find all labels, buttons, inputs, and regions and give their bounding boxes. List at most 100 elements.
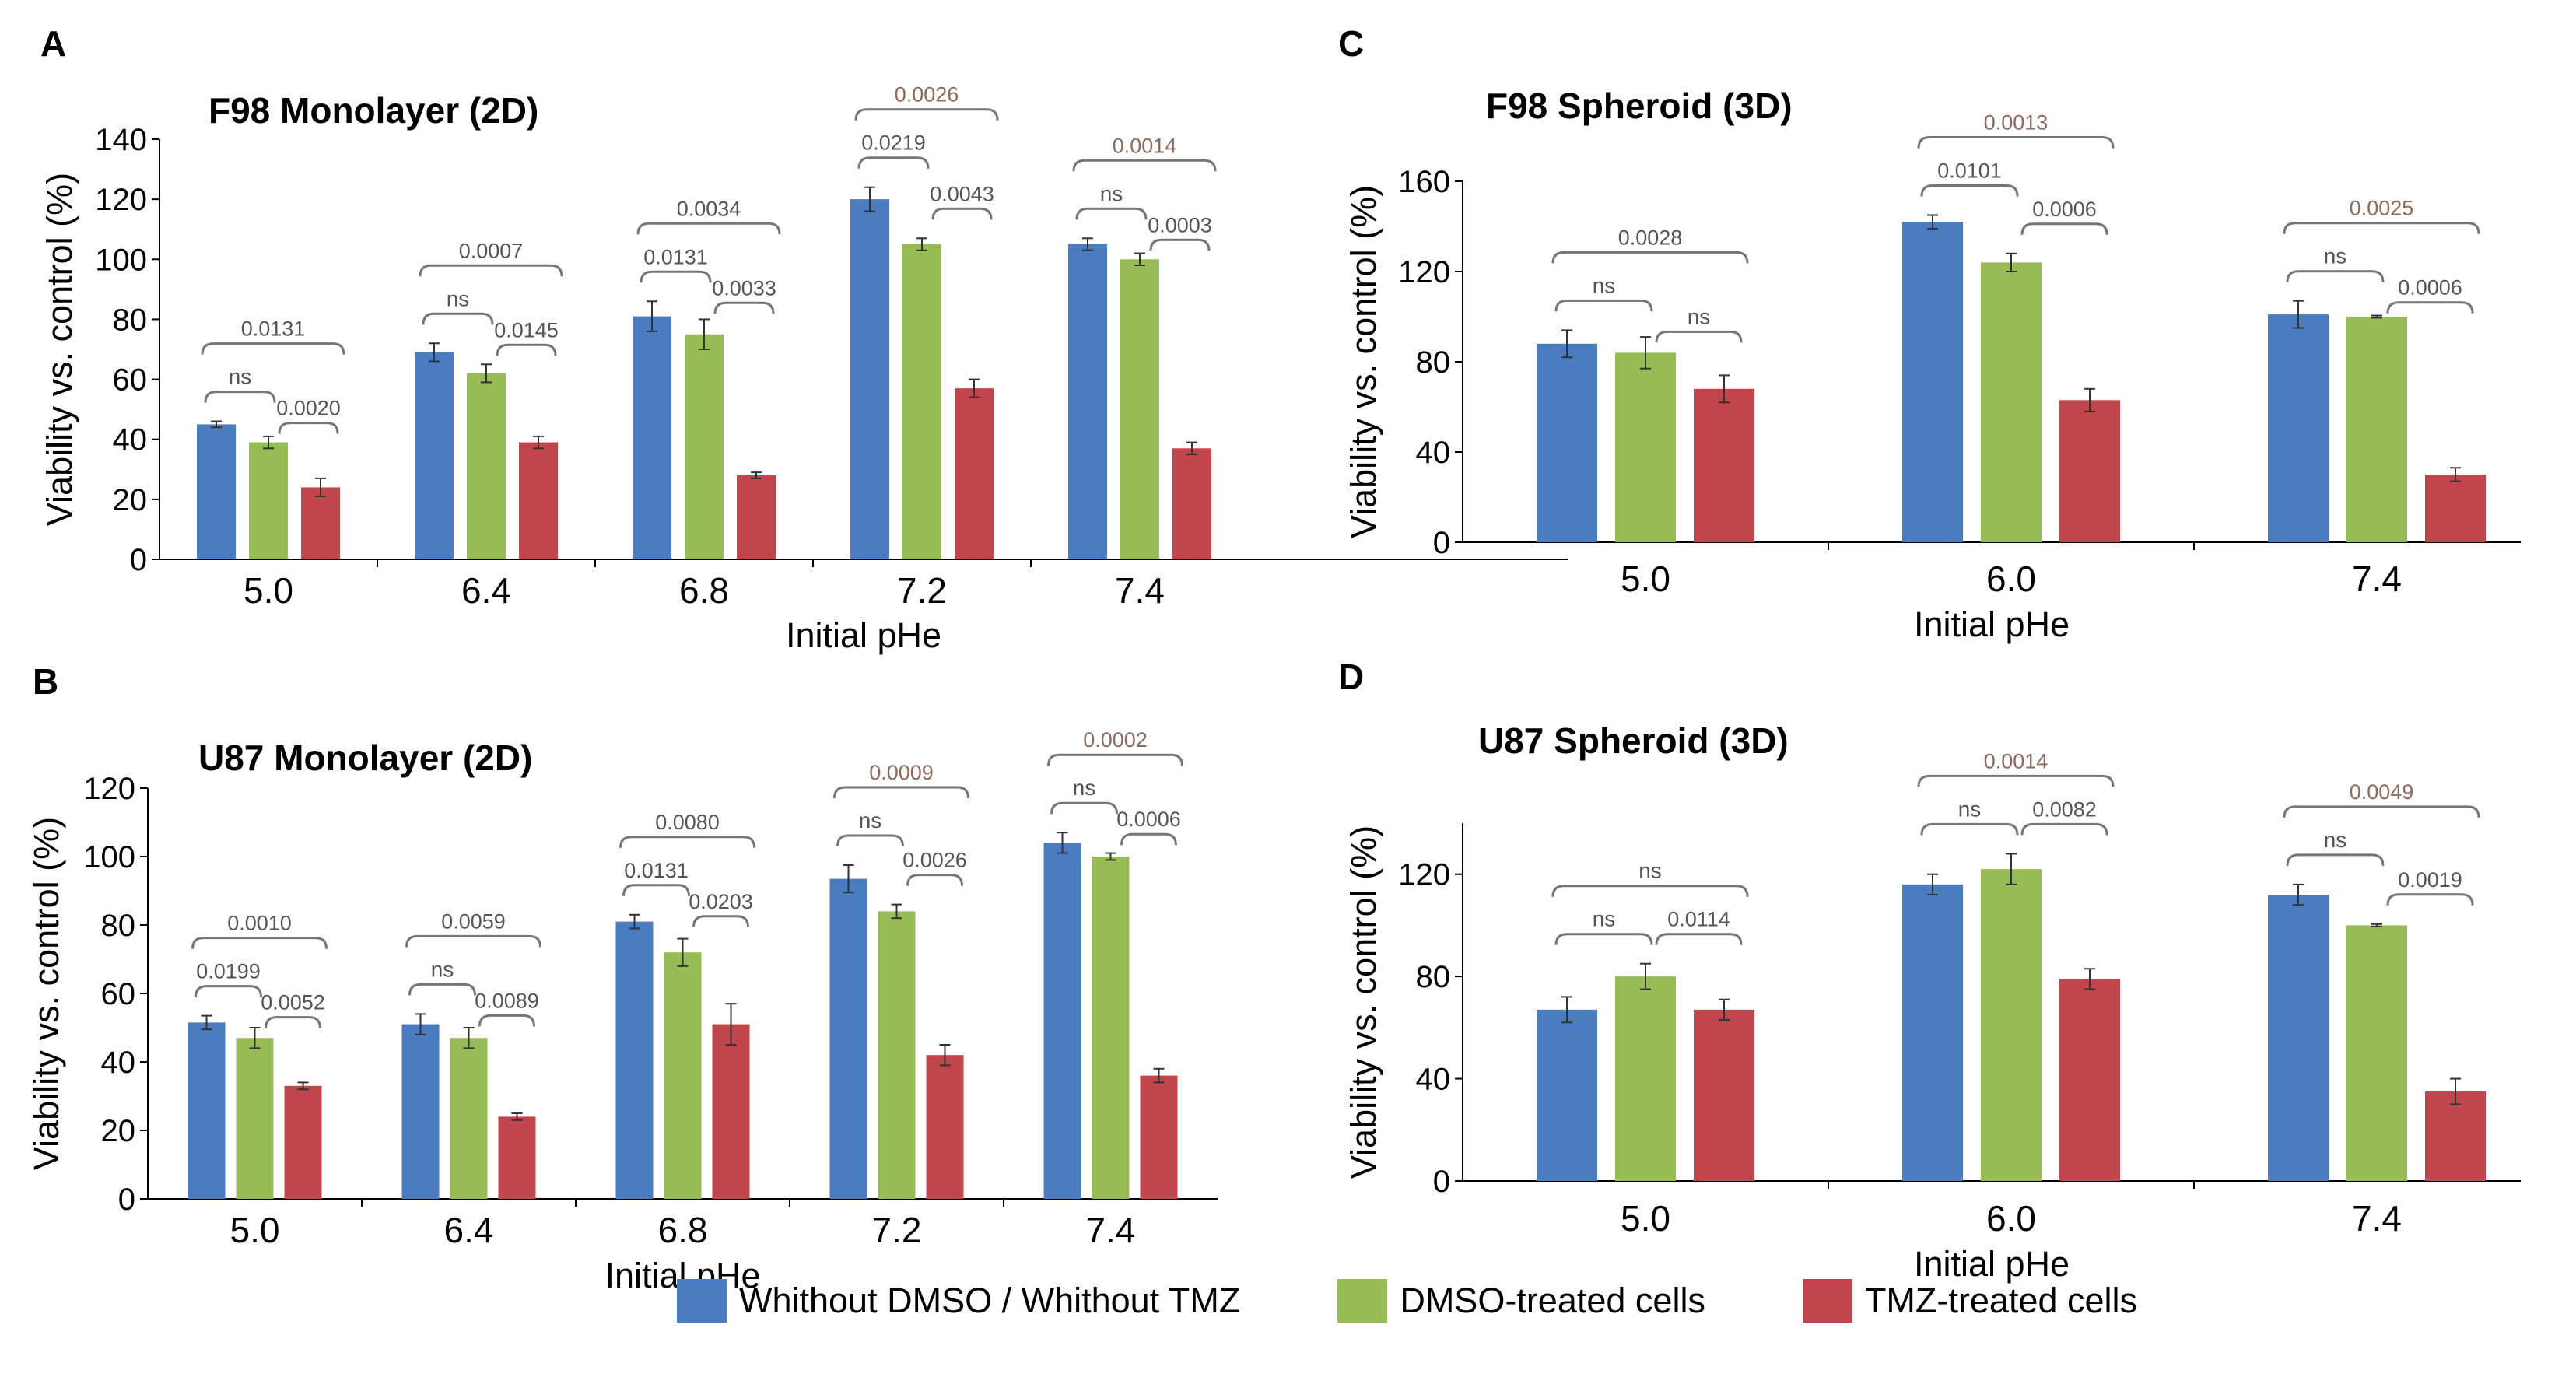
p-value-label: 0.0145 — [494, 318, 559, 342]
panel-a: A F98 Monolayer (2D) 0 20 40 60 80 100 120 140 Via… — [40, 23, 1568, 655]
bar — [301, 487, 340, 559]
p-value-label: ns — [2324, 244, 2347, 268]
p-value-label: 0.0033 — [712, 276, 776, 300]
significance-bracket — [405, 934, 541, 948]
bar — [1537, 343, 1597, 542]
p-value-label: 0.0026 — [895, 83, 959, 107]
x-axis-label: Initial pHe — [786, 615, 941, 655]
bar — [850, 199, 889, 559]
significance-bracket — [278, 422, 339, 434]
significance-bracket — [419, 264, 563, 277]
bar — [450, 1038, 488, 1199]
bar — [1981, 869, 2042, 1181]
p-value-label: ns — [447, 286, 470, 310]
bar — [401, 1024, 440, 1199]
significance-bracket — [496, 343, 557, 356]
p-value-label: 0.0203 — [689, 890, 753, 913]
bar — [1043, 843, 1081, 1199]
y-tick-label: 40 — [1416, 436, 1451, 470]
significance-bracket — [1149, 238, 1211, 251]
significance-bracket — [692, 915, 749, 927]
y-tick-label: 0 — [1433, 1165, 1450, 1199]
significance-bracket — [1554, 933, 1653, 945]
y-tick-label: 40 — [113, 423, 148, 457]
y-tick-label: 140 — [95, 123, 147, 157]
significance-bracket — [619, 836, 755, 848]
p-value-label: 0.0080 — [655, 811, 720, 834]
y-axis-label: Viability vs. control (%) — [1344, 185, 1383, 538]
significance-bracket — [833, 786, 969, 799]
y-tick-label: 0 — [1433, 526, 1450, 560]
significance-bracket — [201, 342, 345, 355]
bar — [1068, 244, 1107, 559]
x-tick-label: 6.4 — [444, 1210, 494, 1250]
p-value-label: 0.0020 — [276, 397, 341, 420]
p-value-label: 0.0007 — [459, 239, 524, 262]
bar — [498, 1116, 536, 1199]
y-tick-label: 40 — [1416, 1063, 1451, 1097]
significance-bracket — [1072, 159, 1217, 172]
p-value-label: 0.0014 — [1113, 134, 1177, 157]
bar — [2425, 475, 2486, 542]
p-value-label: 0.0089 — [475, 989, 539, 1012]
bar — [1694, 1009, 1754, 1181]
bar — [2059, 400, 2120, 542]
p-value-label: 0.0014 — [1984, 749, 2049, 773]
significance-bracket — [2020, 822, 2108, 836]
chart-title: F98 Spheroid (3D) — [1486, 86, 1793, 126]
p-value-label: 0.0028 — [1618, 226, 1683, 249]
bar — [1902, 884, 1963, 1181]
bar — [1140, 1075, 1178, 1199]
significance-bracket — [2283, 805, 2480, 818]
p-value-label: 0.0009 — [869, 761, 934, 784]
legend-item-control: Whithout DMSO / Whithout TMZ — [677, 1279, 1240, 1323]
bar — [633, 316, 671, 559]
significance-bracket — [1075, 207, 1148, 220]
significance-bracket — [2020, 222, 2108, 235]
legend-swatch-tmz — [1802, 1279, 1852, 1323]
bar — [249, 442, 288, 559]
legend-label-tmz: TMZ-treated cells — [1864, 1281, 2138, 1320]
chart-title: U87 Monolayer (2D) — [198, 738, 532, 778]
bar — [1172, 448, 1211, 559]
bar — [415, 352, 454, 559]
p-value-label: ns — [859, 808, 882, 832]
bar — [829, 878, 867, 1199]
bar — [236, 1038, 274, 1199]
panel-letter: A — [40, 23, 66, 64]
bar — [2268, 314, 2329, 542]
bar — [1537, 1009, 1597, 1181]
significance-bracket — [1920, 184, 2019, 197]
p-value-label: 0.0052 — [261, 991, 325, 1014]
y-tick-label: 120 — [83, 772, 135, 806]
significance-bracket — [857, 156, 930, 169]
bar — [902, 244, 941, 559]
significance-bracket — [1047, 753, 1183, 766]
bar — [1092, 857, 1130, 1199]
p-value-label: 0.0131 — [643, 245, 708, 268]
significance-bracket — [1655, 933, 1743, 945]
p-value-label: 0.0049 — [2350, 780, 2414, 804]
p-value-label: 0.0003 — [1148, 213, 1212, 237]
bar — [197, 424, 236, 559]
significance-bracket — [1917, 136, 2115, 149]
panel-letter: B — [33, 661, 58, 702]
significance-bracket — [1120, 832, 1177, 846]
y-tick-label: 120 — [95, 183, 147, 217]
y-tick-label: 80 — [1416, 960, 1451, 994]
significance-bracket — [1655, 330, 1743, 343]
significance-bracket — [836, 834, 904, 847]
p-value-label: 0.0006 — [1116, 808, 1181, 831]
significance-bracket — [1917, 774, 2115, 787]
x-tick-label: 7.2 — [872, 1210, 922, 1250]
significance-bracket — [713, 301, 775, 314]
significance-bracket — [191, 937, 328, 949]
y-tick-label: 80 — [113, 303, 148, 337]
legend-swatch-dmso — [1337, 1279, 1388, 1323]
bar — [664, 952, 702, 1199]
p-value-label: 0.0026 — [902, 849, 967, 872]
x-tick-label: 7.4 — [2352, 559, 2402, 599]
y-tick-label: 60 — [113, 363, 148, 398]
x-tick-label: 6.4 — [461, 570, 511, 611]
bar — [1120, 259, 1159, 559]
